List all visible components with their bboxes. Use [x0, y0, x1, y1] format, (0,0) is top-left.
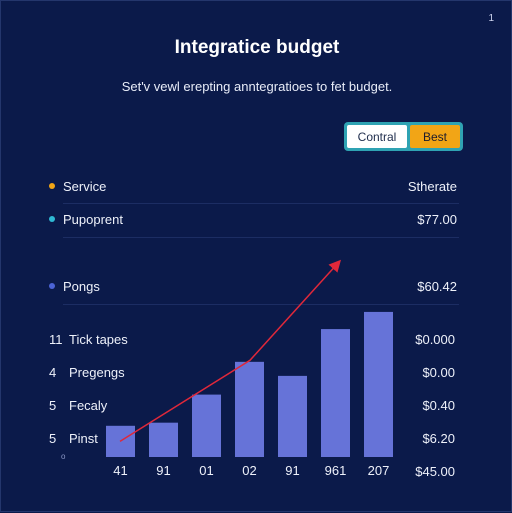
axis-row-label: Tick tapes	[69, 332, 128, 347]
axis-row-number: 4	[49, 365, 57, 380]
chart-bar	[192, 394, 221, 457]
axis-row-value: $0.40	[422, 398, 455, 413]
legend-label: Pongs	[63, 278, 100, 294]
chart-bar	[321, 329, 350, 457]
axis-row-label: Pregengs	[69, 365, 125, 380]
axis-row: 5 Fecaly	[49, 398, 107, 413]
legend-value: $77.00	[417, 211, 457, 227]
axis-row-label: Fecaly	[69, 398, 108, 413]
axis-row-number: 5	[49, 431, 57, 446]
x-tick-label: 01	[199, 463, 213, 478]
mode-toggle: Contral Best	[344, 122, 463, 151]
chart-bar	[278, 375, 307, 457]
axis-row: 11 Tick tapes	[49, 332, 128, 347]
divider	[63, 237, 459, 238]
page-title: Integratice budget	[174, 37, 340, 58]
chart-bar	[364, 311, 393, 457]
legend-label: Pupoprent	[63, 211, 123, 227]
legend-row-pupoprent: Pupoprent $77.00	[49, 210, 457, 228]
small-mark: o	[61, 452, 66, 461]
legend-value: Stherate	[407, 178, 457, 194]
x-tick-label: 207	[368, 463, 390, 478]
chart-bar	[149, 422, 178, 457]
service-dot-icon	[49, 183, 55, 189]
corner-mark: 1	[488, 13, 494, 24]
axis-row: 4 Pregengs	[49, 365, 125, 380]
legend-value: $60.42	[417, 278, 457, 294]
chart-bar	[235, 361, 264, 457]
axis-row-number: 11	[49, 332, 63, 347]
axis-row-value: $0.00	[422, 365, 455, 380]
legend-row-service: Service Stherate	[49, 177, 457, 195]
control-toggle-button[interactable]: Contral	[347, 125, 407, 148]
axis-row-number: 5	[49, 398, 57, 413]
x-tick-label: 91	[285, 463, 299, 478]
x-tick-label: 02	[242, 463, 256, 478]
page-subtitle: Set'v vewl erepting anntegratioes to fet…	[121, 79, 393, 94]
x-tick-label: 91	[156, 463, 170, 478]
divider	[63, 304, 459, 305]
axis-row: 5 Pinst	[49, 431, 98, 446]
axis-row-label: Pinst	[69, 431, 98, 446]
pupoprent-dot-icon	[49, 216, 55, 222]
legend-label: Service	[63, 178, 107, 194]
axis-row-value: $0.000	[415, 332, 455, 347]
x-tick-label: 41	[113, 463, 127, 478]
x-tick-label: 961	[325, 463, 347, 478]
trend-line	[119, 259, 342, 443]
axis-row-value: $6.20	[422, 431, 455, 446]
best-toggle-button[interactable]: Best	[410, 125, 460, 148]
bottom-value: $45.00	[415, 464, 455, 479]
legend-row-pongs: Pongs $60.42	[49, 277, 457, 295]
divider	[63, 203, 459, 204]
pongs-dot-icon	[49, 283, 55, 289]
